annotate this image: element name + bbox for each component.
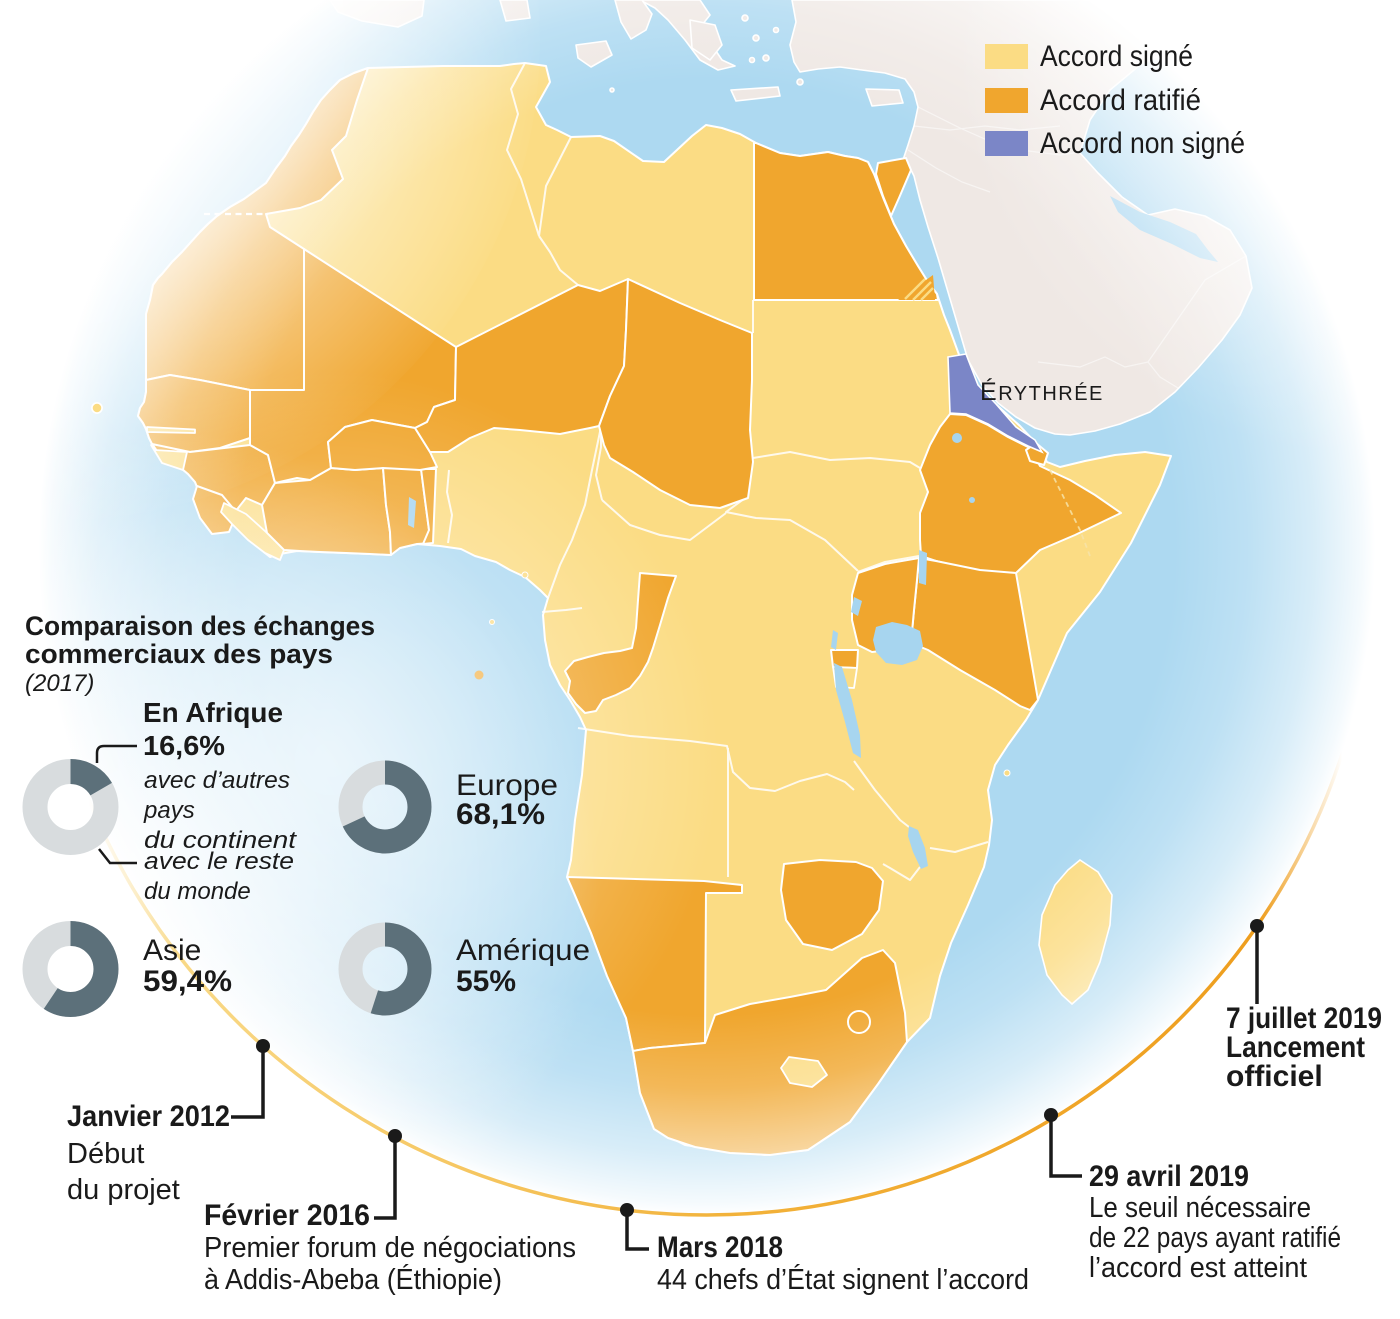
svg-text:à Addis-Abeba (Éthiopie): à Addis-Abeba (Éthiopie) <box>204 1263 502 1296</box>
svg-text:du projet: du projet <box>67 1174 180 1206</box>
svg-text:68,1%: 68,1% <box>456 798 545 831</box>
svg-text:commerciaux des pays: commerciaux des pays <box>25 639 333 669</box>
svg-text:Premier forum de négociations: Premier forum de négociations <box>204 1232 576 1264</box>
svg-text:l’accord est atteint: l’accord est atteint <box>1089 1252 1307 1284</box>
svg-text:Début: Début <box>67 1138 144 1170</box>
svg-text:Lancement: Lancement <box>1226 1031 1365 1064</box>
svg-text:Mars 2018: Mars 2018 <box>657 1231 783 1264</box>
svg-text:Amérique: Amérique <box>456 934 590 967</box>
svg-text:du monde: du monde <box>144 878 251 905</box>
svg-text:Europe: Europe <box>456 769 558 802</box>
svg-text:Accord non signé: Accord non signé <box>1040 127 1245 160</box>
svg-text:du continent: du continent <box>144 827 298 854</box>
svg-text:16,6%: 16,6% <box>143 730 225 761</box>
svg-text:7 juillet 2019: 7 juillet 2019 <box>1226 1002 1382 1035</box>
svg-text:officiel: officiel <box>1226 1060 1323 1093</box>
svg-text:Le seuil nécessaire: Le seuil nécessaire <box>1089 1192 1311 1224</box>
svg-text:29 avril 2019: 29 avril 2019 <box>1089 1160 1249 1193</box>
svg-text:avec d’autres: avec d’autres <box>144 767 290 794</box>
svg-text:Janvier 2012: Janvier 2012 <box>67 1100 230 1133</box>
svg-text:44 chefs d’État signent l’acco: 44 chefs d’État signent l’accord <box>657 1263 1029 1296</box>
svg-text:Accord ratifié: Accord ratifié <box>1040 84 1201 117</box>
svg-text:de 22 pays ayant ratifié: de 22 pays ayant ratifié <box>1089 1222 1341 1254</box>
svg-text:avec le reste: avec le reste <box>144 848 294 875</box>
svg-text:59,4%: 59,4% <box>143 965 232 998</box>
svg-text:Février 2016: Février 2016 <box>204 1199 370 1232</box>
svg-text:(2017): (2017) <box>25 670 94 697</box>
svg-text:55%: 55% <box>456 965 516 998</box>
svg-text:Asie: Asie <box>143 934 201 967</box>
svg-text:En Afrique: En Afrique <box>143 697 283 728</box>
svg-text:Accord signé: Accord signé <box>1040 40 1193 73</box>
svg-text:Comparaison des échanges: Comparaison des échanges <box>25 611 375 641</box>
svg-text:pays: pays <box>143 797 195 824</box>
